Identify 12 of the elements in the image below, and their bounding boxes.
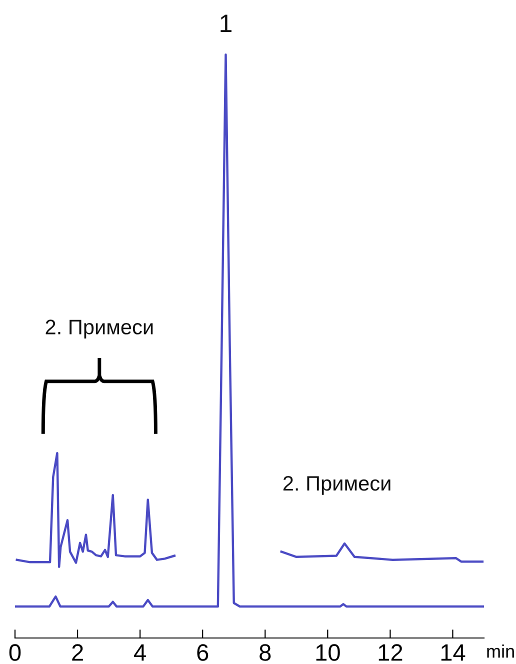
annotation: 2. Примеси xyxy=(46,320,153,339)
x-axis-title: min xyxy=(487,644,514,658)
x-tick-label: 10 xyxy=(316,644,340,661)
x-tick-label: 6 xyxy=(197,644,208,661)
x-tick-label: 2 xyxy=(72,644,83,661)
x-tick-label: 8 xyxy=(260,644,271,661)
annotation: 2. Примеси xyxy=(283,476,390,495)
x-tick-label: 12 xyxy=(378,644,402,661)
x-tick-label: 14 xyxy=(441,644,466,661)
x-tick-label: 4 xyxy=(134,644,146,661)
x-tick-label: 0 xyxy=(9,644,21,661)
text: 1 xyxy=(220,14,232,32)
